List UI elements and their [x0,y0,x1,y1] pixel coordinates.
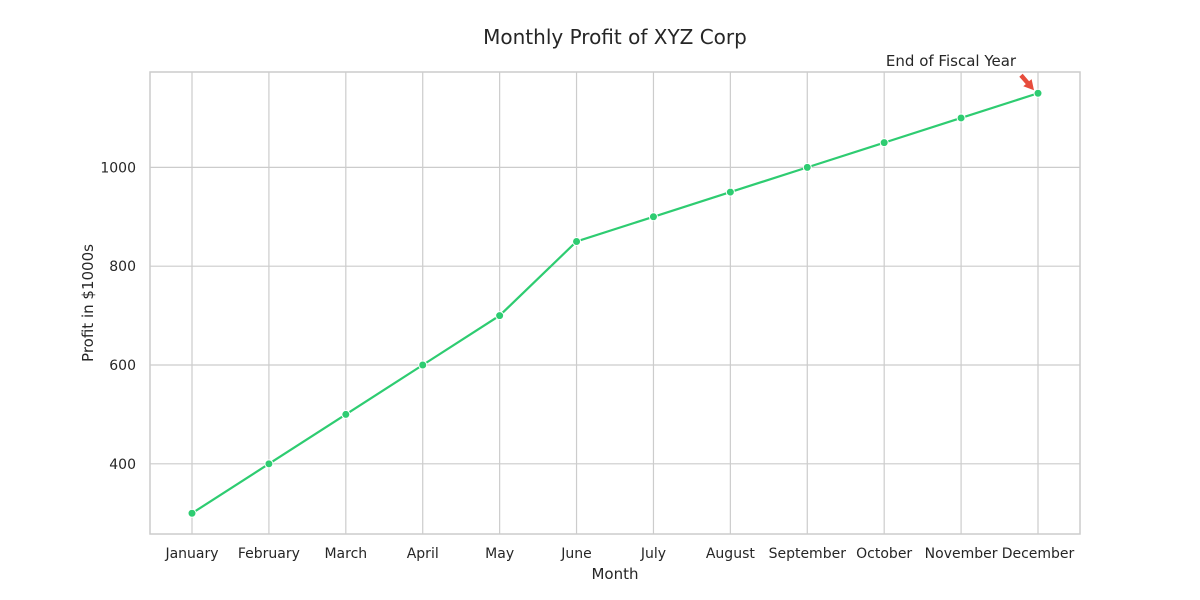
data-point [956,113,966,123]
x-tick-label: June [560,546,592,562]
data-point [341,409,351,419]
data-point [1033,88,1043,98]
x-tick-labels: January February March April May June July Augu… [164,546,1074,562]
plot-frame [149,71,1081,535]
profit-series [187,88,1043,518]
data-point [725,187,735,197]
data-point [187,508,197,518]
annotation: End of Fiscal Year [886,52,1034,91]
x-tick-label: March [324,546,367,562]
x-tick-label: December [1002,546,1075,562]
x-tick-label: October [856,546,912,562]
grid-lines [150,72,1080,534]
y-tick-label: 800 [109,259,136,275]
chart-title: Monthly Profit of XYZ Corp [483,25,747,49]
annotation-arrow [1019,73,1034,91]
x-tick-label: April [407,546,439,562]
x-tick-label: August [706,546,756,562]
data-point [264,459,274,469]
y-tick-label: 1000 [100,160,136,176]
x-axis-label: Month [591,565,638,583]
y-tick-label: 400 [109,457,136,473]
x-tick-label: February [238,546,300,562]
x-tick-label: July [640,546,666,562]
y-tick-labels: 400 600 800 1000 [100,160,136,472]
x-tick-label: November [925,546,998,562]
data-point [802,162,812,172]
y-tick-label: 600 [109,358,136,374]
data-point [418,360,428,370]
x-tick-label: January [164,546,218,562]
y-axis-label: Profit in $1000s [79,244,97,362]
series-line [191,92,1039,515]
x-tick-label: September [769,546,847,562]
annotation-text: End of Fiscal Year [886,52,1017,70]
data-point [572,236,582,246]
x-tick-label: May [485,546,514,562]
data-point [495,311,505,321]
data-point [879,138,889,148]
data-point [648,212,658,222]
